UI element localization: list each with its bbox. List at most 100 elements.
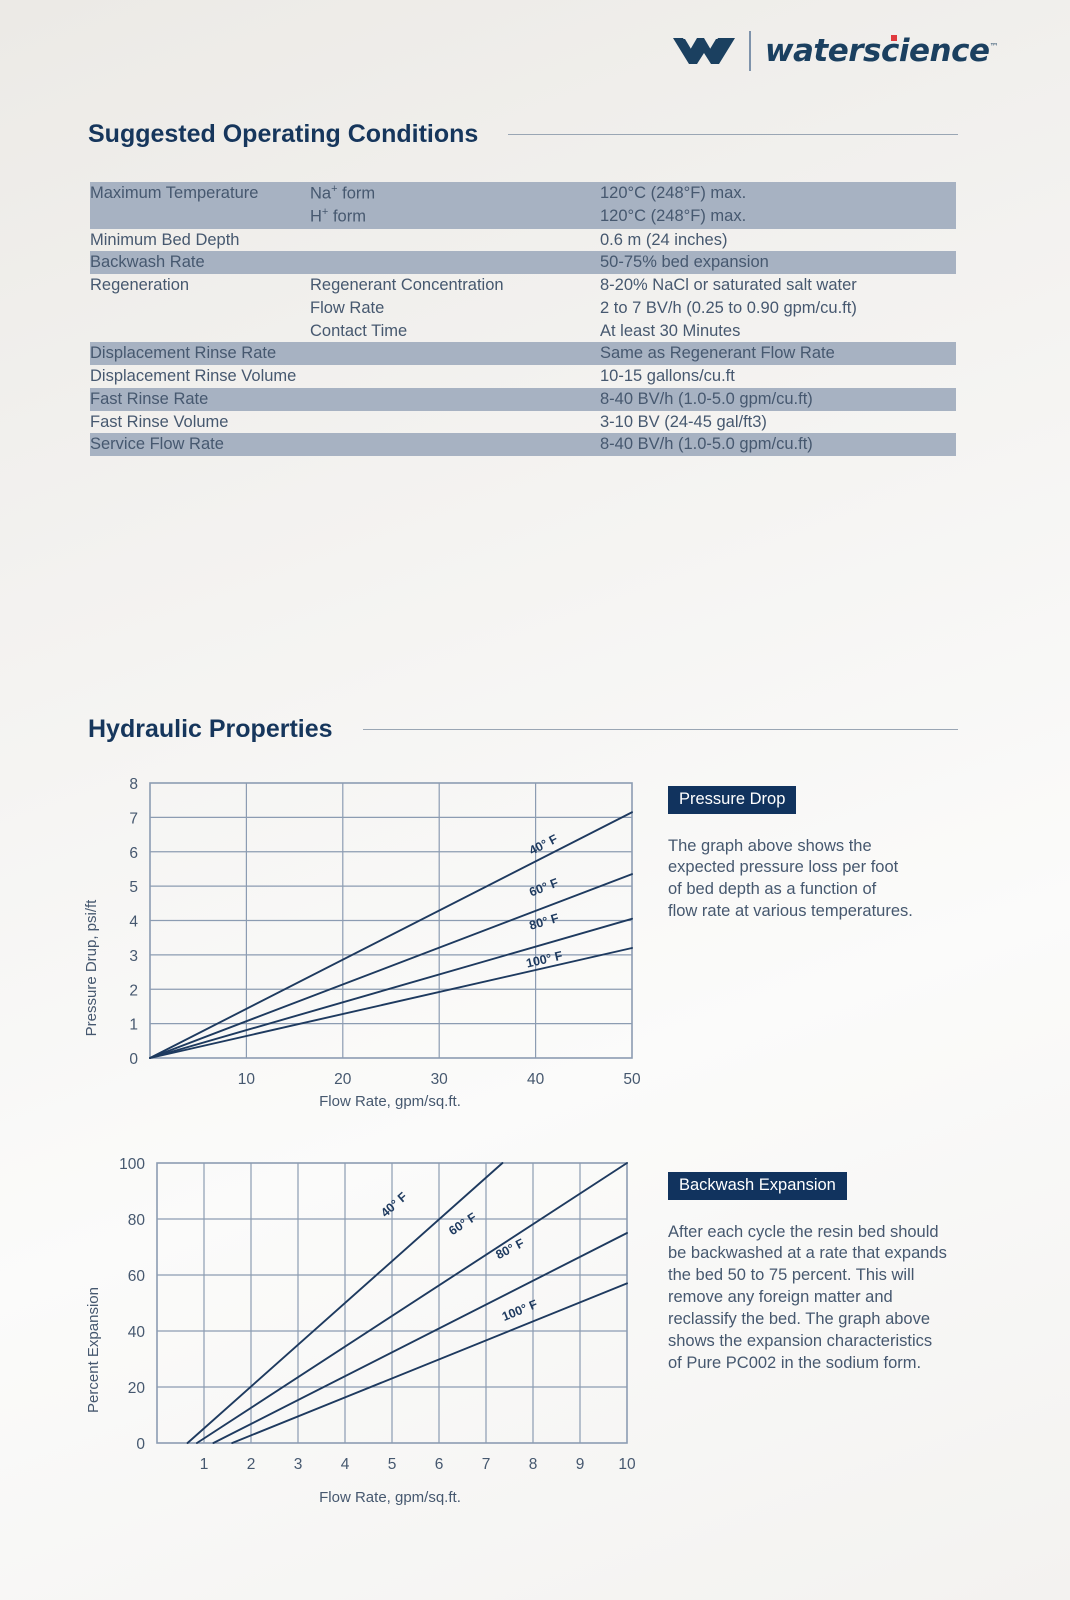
row-label: Fast Rinse Rate [90, 389, 209, 408]
backwash-expansion-chart: 40° F 60° F 80° F 100° F 1 2 3 4 5 6 7 8 9 10 0 20 40 6… [80, 1150, 660, 1520]
series-label: 40° F [527, 832, 560, 858]
y-axis-label: Pressure Drup, psi/ft [83, 899, 100, 1037]
table-body: Maximum Temperature Na+ form H+ form 120°C … [90, 182, 956, 457]
x-tick-label: 7 [482, 1456, 491, 1473]
series-line [149, 873, 633, 1059]
x-tick-label: 10 [618, 1456, 636, 1473]
chart-y-tick-labels: 0 1 2 3 4 5 6 7 8 [129, 776, 138, 1068]
row-label: Fast Rinse Volume [90, 412, 229, 431]
row-value: 10-15 gallons/cu.ft [600, 367, 735, 386]
row-label: Regeneration [90, 276, 190, 295]
row-value: 3-10 BV (24-45 gal/ft3) [600, 412, 767, 431]
row-label: Minimum Bed Depth [90, 230, 240, 249]
table-row: Maximum Temperature Na+ form H+ form 120°C … [90, 182, 956, 229]
row-label: Displacement Rinse Volume [90, 367, 297, 386]
row-sublabel [310, 433, 600, 456]
x-tick-label: 1 [200, 1456, 209, 1473]
x-tick-label: 20 [334, 1071, 352, 1088]
section-heading-operating-conditions: Suggested Operating Conditions [88, 120, 958, 149]
table-row: Backwash Rate 50-75% bed expansion [90, 251, 956, 275]
brand-wordmark: waterscience™ [764, 33, 999, 69]
y-axis-label: Percent Expansion [85, 1287, 102, 1413]
row-sublabel [310, 411, 600, 434]
series-line [149, 917, 633, 1059]
series-line [149, 811, 633, 1059]
row-sublabel: Na+ form H+ form [310, 183, 376, 226]
series-line [231, 1282, 628, 1444]
y-tick-label: 2 [129, 982, 138, 999]
y-tick-label: 20 [128, 1380, 146, 1397]
y-tick-label: 5 [129, 879, 138, 896]
row-sublabel [310, 251, 600, 274]
x-tick-label: 9 [576, 1456, 585, 1473]
row-sublabel [310, 365, 600, 388]
table-row: Fast Rinse Rate 8-40 BV/h (1.0-5.0 gpm/cu… [90, 387, 956, 411]
x-tick-label: 40 [527, 1071, 545, 1088]
brand-name: waterscience [764, 33, 990, 69]
series-label: 100° F [500, 1297, 540, 1324]
table-row: Fast Rinse Volume 3-10 BV (24-45 gal/ft3) [90, 411, 956, 434]
chart-series-lines [149, 811, 633, 1059]
series-label: 80° F [528, 911, 561, 933]
x-tick-label: 5 [388, 1456, 397, 1473]
x-tick-label: 3 [294, 1456, 303, 1473]
backwash-expansion-note: Backwash Expansion After each cycle the … [668, 1172, 1048, 1375]
row-value: 120°C (248°F) max. 120°C (248°F) max. [600, 184, 747, 225]
series-label: 40° F [378, 1189, 410, 1220]
y-tick-label: 0 [129, 1051, 138, 1068]
y-tick-label: 40 [128, 1324, 146, 1341]
chart-x-tick-labels: 10 20 30 40 50 [238, 1071, 641, 1088]
brand-logo: waterscience™ [671, 28, 998, 74]
y-tick-label: 6 [129, 845, 138, 862]
x-tick-label: 8 [529, 1456, 538, 1473]
x-tick-label: 2 [247, 1456, 256, 1473]
logo-divider [748, 31, 751, 71]
series-line [186, 1162, 504, 1444]
y-tick-label: 60 [128, 1268, 146, 1285]
heading-rule [508, 134, 958, 135]
table-row: Displacement Rinse Volume 10-15 gallons/c… [90, 365, 956, 388]
series-line [195, 1162, 628, 1444]
section-title: Suggested Operating Conditions [88, 120, 479, 148]
x-tick-label: 30 [431, 1071, 449, 1088]
waterscience-w-logo-icon [672, 38, 735, 64]
row-label: Displacement Rinse Rate [90, 344, 277, 363]
heading-rule [362, 729, 958, 730]
row-value: 8-40 BV/h (1.0-5.0 gpm/cu.ft) [600, 389, 813, 408]
row-label: Backwash Rate [90, 253, 205, 272]
x-axis-label: Flow Rate, gpm/sq.ft. [319, 1489, 461, 1506]
x-tick-label: 6 [435, 1456, 444, 1473]
chart-gridlines [149, 782, 633, 1059]
x-tick-label: 50 [623, 1071, 641, 1088]
y-tick-label: 4 [129, 914, 138, 931]
y-tick-label: 1 [129, 1017, 138, 1034]
y-tick-label: 7 [129, 810, 138, 827]
row-label: Maximum Temperature [90, 184, 259, 202]
x-tick-label: 4 [341, 1456, 350, 1473]
note-badge: Pressure Drop [668, 786, 797, 814]
brand-trademark: ™ [989, 42, 999, 53]
row-value: Same as Regenerant Flow Rate [600, 344, 835, 363]
row-value: 0.6 m (24 inches) [600, 230, 728, 249]
section-heading-hydraulic-properties: Hydraulic Properties [88, 715, 958, 744]
table-row: Service Flow Rate 8-40 BV/h (1.0-5.0 gpm/… [90, 433, 956, 457]
table-row: Displacement Rinse Rate Same as Regeneran… [90, 342, 956, 366]
y-tick-label: 100 [119, 1156, 145, 1173]
y-tick-label: 0 [136, 1436, 145, 1453]
series-line [212, 1232, 628, 1444]
x-axis-label: Flow Rate, gpm/sq.ft. [319, 1093, 461, 1110]
row-value: 50-75% bed expansion [600, 253, 769, 272]
row-value: 8-20% NaCl or saturated salt water 2 to 7… [600, 276, 857, 340]
series-label: 60° F [446, 1210, 479, 1238]
note-text: The graph above shows the expected press… [668, 836, 913, 921]
y-tick-label: 80 [128, 1212, 146, 1229]
table-row: Regeneration Regenerant Concentration Flow… [90, 274, 956, 342]
table-row: Minimum Bed Depth 0.6 m (24 inches) [90, 229, 956, 252]
operating-conditions-table: Maximum Temperature Na+ form H+ form 120°C … [90, 182, 956, 457]
x-tick-label: 10 [238, 1071, 256, 1088]
